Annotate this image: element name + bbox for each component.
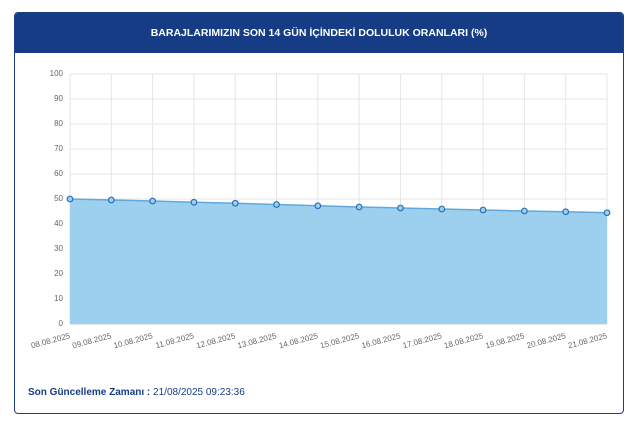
x-tick-label: 14.08.2025 xyxy=(278,331,320,350)
x-tick-label: 09.08.2025 xyxy=(71,331,113,350)
point xyxy=(603,209,611,217)
x-tick-label: 16.08.2025 xyxy=(361,331,403,350)
x-tick-label: 15.08.2025 xyxy=(319,331,361,350)
point xyxy=(273,201,280,208)
chart-card: BARAJLARIMIZIN SON 14 GÜN İÇİNDEKİ DOLUL… xyxy=(14,12,624,414)
y-tick-label: 60 xyxy=(54,169,63,178)
footer-label: Son Güncelleme Zamanı : xyxy=(28,387,151,398)
y-tick-label: 90 xyxy=(54,94,63,103)
point xyxy=(314,202,322,210)
point xyxy=(397,204,404,212)
x-tick-label: 12.08.2025 xyxy=(195,331,237,350)
x-tick-label: 13.08.2025 xyxy=(237,331,279,350)
footer: Son Güncelleme Zamanı : 21/08/2025 09:23… xyxy=(28,387,245,398)
x-tick-label: 19.08.2025 xyxy=(484,331,526,350)
point xyxy=(66,195,74,203)
point xyxy=(438,205,446,213)
point xyxy=(231,199,239,207)
x-tick-label: 20.08.2025 xyxy=(526,331,568,350)
footer-value: 21/08/2025 09:23:36 xyxy=(153,387,245,398)
y-tick-label: 20 xyxy=(54,269,63,278)
x-tick-label: 17.08.2025 xyxy=(402,331,444,350)
line xyxy=(69,198,608,214)
x-tick-label: 21.08.2025 xyxy=(567,331,609,350)
point xyxy=(520,207,528,215)
y-tick-label: 50 xyxy=(54,194,63,203)
point xyxy=(190,198,198,206)
y-tick-label: 10 xyxy=(54,294,63,303)
y-tick-label: 0 xyxy=(59,319,64,328)
x-tick-label: 10.08.2025 xyxy=(113,331,155,350)
y-tick-label: 30 xyxy=(54,244,63,253)
y-tick-label: 80 xyxy=(54,119,63,128)
y-tick-label: 40 xyxy=(54,219,63,228)
point xyxy=(479,206,487,214)
point xyxy=(149,197,157,205)
x-tick-label: 08.08.2025 xyxy=(30,331,72,350)
y-tick-label: 70 xyxy=(54,144,63,153)
chart-title: BARAJLARIMIZIN SON 14 GÜN İÇİNDEKİ DOLUL… xyxy=(15,13,623,53)
x-tick-label: 18.08.2025 xyxy=(443,331,485,350)
y-tick-label: 100 xyxy=(50,69,64,78)
chart: 0 10 20 30 40 50 60 70 80 90 100 08.08.2025 09.08.20… xyxy=(30,69,611,350)
area xyxy=(70,199,607,324)
point xyxy=(107,196,115,204)
x-tick-label: 11.08.2025 xyxy=(155,331,196,350)
point xyxy=(355,203,363,211)
point xyxy=(562,208,570,216)
